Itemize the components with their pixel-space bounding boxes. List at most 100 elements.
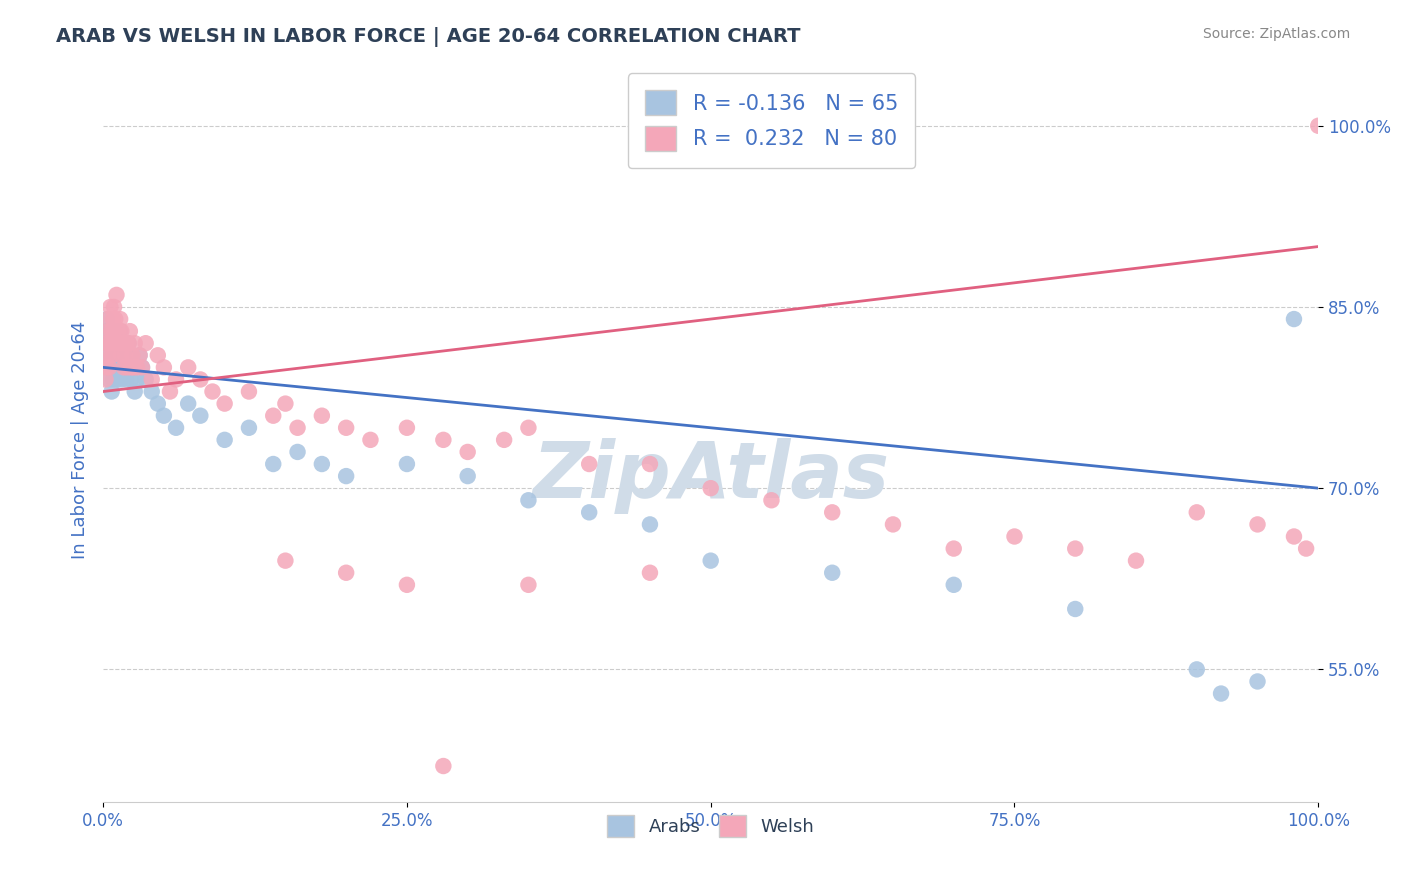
Point: [1295, 541, 1317, 556]
Point: [274, 396, 297, 410]
Y-axis label: In Labor Force | Age 20-64: In Labor Force | Age 20-64: [72, 321, 89, 559]
Point: [699, 554, 721, 568]
Point: [100, 384, 122, 399]
Point: [98, 348, 121, 362]
Point: [517, 421, 540, 435]
Point: [104, 312, 127, 326]
Point: [1185, 505, 1208, 519]
Point: [121, 348, 143, 362]
Point: [395, 457, 418, 471]
Point: [188, 372, 211, 386]
Point: [188, 409, 211, 423]
Point: [118, 360, 141, 375]
Point: [101, 372, 124, 386]
Point: [103, 324, 125, 338]
Point: [107, 348, 129, 362]
Point: [395, 578, 418, 592]
Point: [110, 348, 132, 362]
Point: [107, 372, 129, 386]
Point: [699, 481, 721, 495]
Point: [141, 372, 163, 386]
Point: [112, 360, 135, 375]
Point: [104, 324, 127, 338]
Point: [146, 348, 169, 362]
Text: ARAB VS WELSH IN LABOR FORCE | AGE 20-64 CORRELATION CHART: ARAB VS WELSH IN LABOR FORCE | AGE 20-64…: [56, 27, 801, 46]
Point: [118, 324, 141, 338]
Point: [104, 336, 127, 351]
Point: [125, 360, 148, 375]
Point: [98, 360, 121, 375]
Point: [135, 372, 157, 386]
Point: [111, 336, 134, 351]
Point: [105, 336, 128, 351]
Point: [94, 324, 117, 338]
Point: [165, 421, 187, 435]
Point: [165, 372, 187, 386]
Point: [108, 312, 131, 326]
Point: [638, 517, 661, 532]
Point: [335, 469, 357, 483]
Point: [100, 300, 122, 314]
Point: [214, 433, 236, 447]
Point: [112, 360, 135, 375]
Point: [101, 312, 124, 326]
Point: [432, 433, 454, 447]
Point: [101, 348, 124, 362]
Point: [517, 578, 540, 592]
Point: [146, 396, 169, 410]
Text: ZipAtlas: ZipAtlas: [533, 438, 889, 514]
Point: [942, 578, 965, 592]
Point: [274, 554, 297, 568]
Point: [110, 372, 132, 386]
Point: [1125, 554, 1147, 568]
Point: [117, 360, 139, 375]
Point: [110, 324, 132, 338]
Point: [578, 505, 600, 519]
Point: [821, 505, 844, 519]
Point: [141, 384, 163, 399]
Point: [1064, 541, 1087, 556]
Point: [96, 336, 118, 351]
Point: [128, 348, 150, 362]
Point: [214, 396, 236, 410]
Point: [432, 759, 454, 773]
Point: [1308, 119, 1330, 133]
Point: [108, 324, 131, 338]
Point: [103, 360, 125, 375]
Point: [98, 324, 121, 338]
Point: [1064, 602, 1087, 616]
Point: [120, 372, 142, 386]
Point: [100, 324, 122, 338]
Point: [94, 372, 117, 386]
Point: [395, 421, 418, 435]
Point: [127, 360, 149, 375]
Point: [1246, 517, 1268, 532]
Point: [159, 384, 181, 399]
Point: [311, 457, 333, 471]
Point: [111, 336, 134, 351]
Point: [124, 384, 146, 399]
Point: [238, 421, 260, 435]
Point: [201, 384, 224, 399]
Point: [359, 433, 381, 447]
Point: [103, 300, 125, 314]
Point: [105, 288, 128, 302]
Point: [177, 396, 200, 410]
Point: [1209, 687, 1232, 701]
Point: [1282, 312, 1305, 326]
Legend: Arabs, Welsh: Arabs, Welsh: [600, 807, 821, 844]
Point: [1246, 674, 1268, 689]
Point: [238, 384, 260, 399]
Point: [97, 360, 120, 375]
Point: [127, 372, 149, 386]
Point: [942, 541, 965, 556]
Point: [100, 360, 122, 375]
Point: [494, 433, 516, 447]
Point: [117, 336, 139, 351]
Point: [457, 445, 479, 459]
Point: [100, 336, 122, 351]
Point: [287, 421, 309, 435]
Point: [115, 372, 138, 386]
Point: [882, 517, 904, 532]
Point: [1185, 662, 1208, 676]
